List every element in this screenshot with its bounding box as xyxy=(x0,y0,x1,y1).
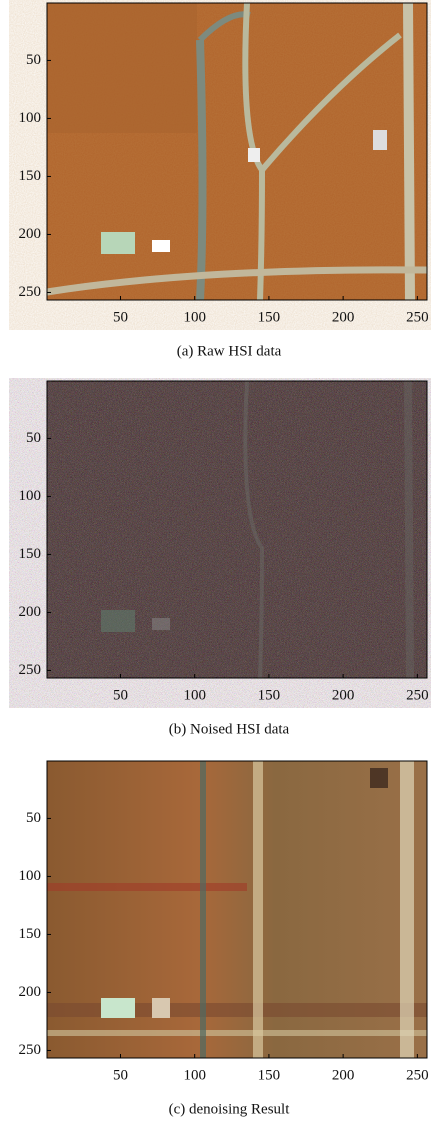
y-tick-label: 200 xyxy=(19,984,42,1000)
x-tick-label: 200 xyxy=(332,687,355,703)
x-tick-label: 250 xyxy=(406,687,429,703)
y-tick-label: 150 xyxy=(19,546,42,562)
x-tick-label: 200 xyxy=(332,1067,355,1083)
x-tick-label: 100 xyxy=(183,309,206,325)
y-tick-label: 100 xyxy=(19,110,42,126)
y-tick-label: 50 xyxy=(26,52,41,68)
panel: 50 100 150 200 250 50 100 150 200 250 (c) denoisin… xyxy=(0,758,431,1128)
image xyxy=(47,381,427,678)
caption: (a) Raw HSI data xyxy=(177,343,282,359)
x-tick-label: 150 xyxy=(258,1067,281,1083)
x-tick-label: 50 xyxy=(113,687,128,703)
y-tick-label: 250 xyxy=(19,1042,42,1058)
image xyxy=(47,761,427,1058)
y-tick-label: 100 xyxy=(19,868,42,884)
caption: (b) Noised HSI data xyxy=(169,721,290,737)
x-tick-label: 50 xyxy=(113,309,128,325)
x-tick-label: 150 xyxy=(258,687,281,703)
y-tick-label: 150 xyxy=(19,168,42,184)
caption: (c) denoising Result xyxy=(169,1101,291,1117)
x-tick-label: 50 xyxy=(113,1067,128,1083)
panel: 50 100 150 200 250 50 100 150 200 250 (a) Raw HSI … xyxy=(0,0,431,378)
x-tick-label: 100 xyxy=(183,1067,206,1083)
x-tick-label: 250 xyxy=(406,1067,429,1083)
page: 50 100 150 200 250 50 100 150 200 250 (a) Raw HSI … xyxy=(0,0,431,1128)
y-tick-label: 50 xyxy=(26,810,41,826)
x-tick-label: 150 xyxy=(258,309,281,325)
y-tick-label: 250 xyxy=(19,284,42,300)
y-tick-label: 250 xyxy=(19,662,42,678)
y-tick-label: 150 xyxy=(19,926,42,942)
x-tick-label: 200 xyxy=(332,309,355,325)
x-tick-label: 100 xyxy=(183,687,206,703)
x-tick-label: 250 xyxy=(406,309,429,325)
panel: 50 100 150 200 250 50 100 150 200 250 (b) Noised H… xyxy=(0,378,431,758)
y-tick-label: 200 xyxy=(19,226,42,242)
image xyxy=(47,3,427,300)
y-tick-label: 100 xyxy=(19,488,42,504)
y-tick-label: 50 xyxy=(26,430,41,446)
y-tick-label: 200 xyxy=(19,604,42,620)
